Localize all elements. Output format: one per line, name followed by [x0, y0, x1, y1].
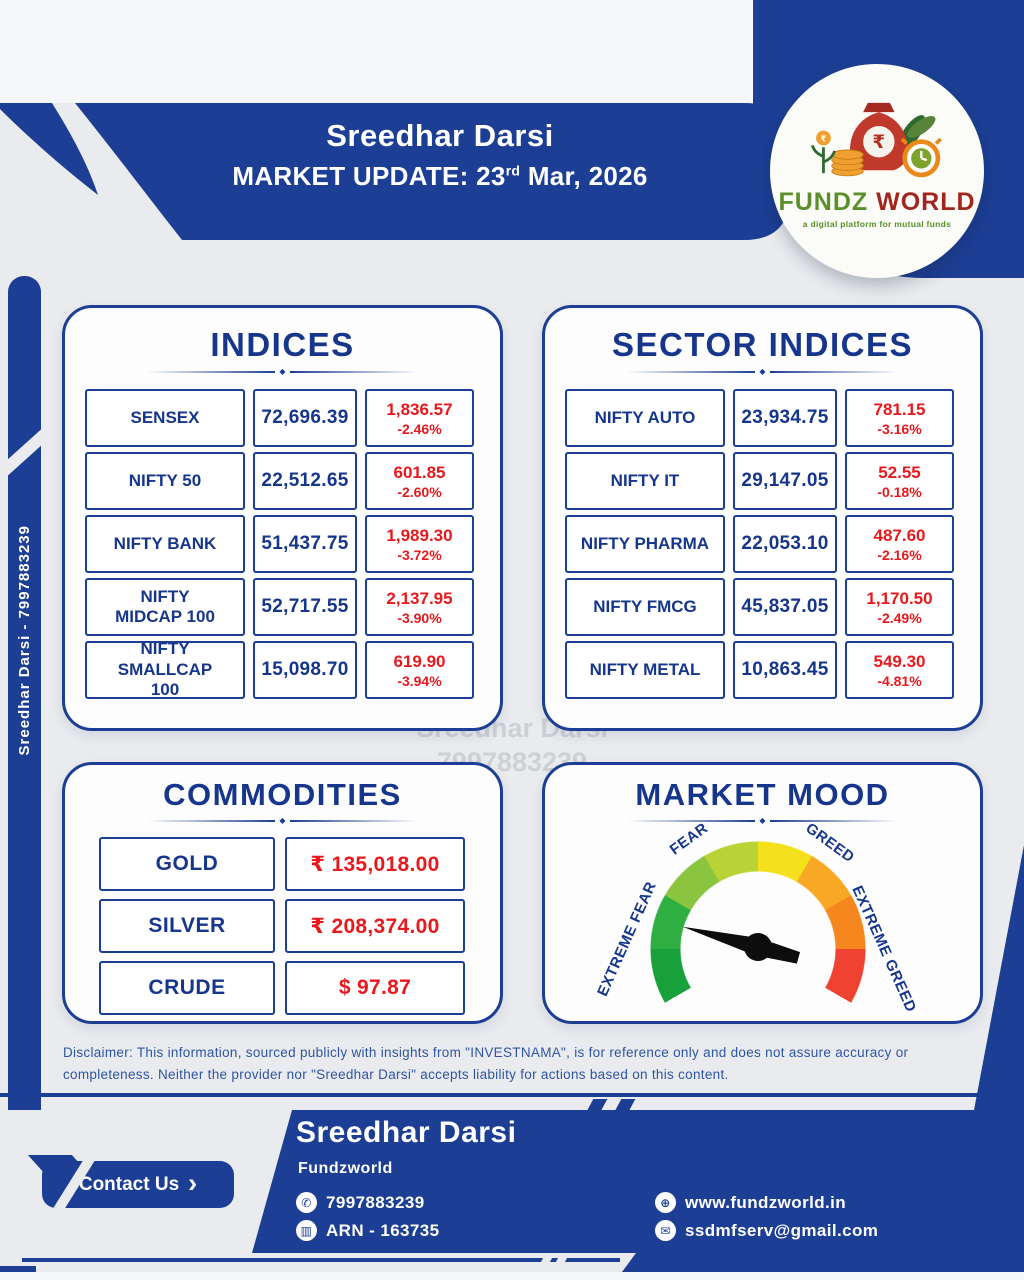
footer-company: Fundzworld	[298, 1160, 393, 1177]
footer-website-url: www.fundzworld.in	[685, 1192, 847, 1212]
logo-tagline: a digital platform for mutual funds	[802, 219, 952, 229]
indices-panel: INDICES ◆ SENSEX 72,696.39 1,836.57 -2.46…	[62, 305, 503, 731]
sector-indices-title: SECTOR INDICES	[612, 326, 913, 363]
indices-title: INDICES	[210, 326, 355, 363]
indices-table: SENSEX 72,696.39 1,836.57 -2.46% NIFTY 50…	[65, 376, 500, 699]
title-ornament: ◆	[65, 816, 500, 825]
sector-value: 23,934.75	[733, 389, 837, 447]
commodity-label: SILVER	[99, 899, 275, 953]
commodity-value: ₹ 135,018.00	[285, 837, 465, 891]
sector-label: NIFTY IT	[565, 452, 725, 510]
header-title: MARKET UPDATE: 23rd Mar, 2026	[232, 161, 648, 191]
index-label: NIFTY SMALLCAP 100	[85, 639, 245, 699]
logo-wordmark: FUNDZ WORLD	[778, 188, 976, 216]
title-ornament: ◆	[545, 816, 980, 825]
header-band	[0, 103, 790, 240]
phone-icon: ✆	[296, 1192, 317, 1213]
footer-person-name: Sreedhar Darsi	[296, 1116, 517, 1149]
footer-phone-number: 7997883239	[326, 1192, 425, 1212]
contact-button-label: Contact Us	[78, 1173, 180, 1195]
index-change: 1,989.30 -3.72%	[365, 515, 474, 573]
sector-value: 29,147.05	[733, 452, 837, 510]
index-label: NIFTY 50	[85, 452, 245, 510]
footer-email-address: ssdmfserv@gmail.com	[685, 1220, 879, 1240]
index-change: 601.85 -2.60%	[365, 452, 474, 510]
footer-email[interactable]: ✉ ssdmfserv@gmail.com	[655, 1220, 878, 1241]
index-value: 15,098.70	[253, 641, 357, 699]
index-value: 51,437.75	[253, 515, 357, 573]
index-label: NIFTY MIDCAP 100	[85, 578, 245, 636]
header: Sreedhar Darsi MARKET UPDATE: 23rd Mar, …	[140, 118, 740, 192]
footer-arn: ▥ ARN - 163735	[296, 1220, 439, 1241]
bottom-line	[22, 1258, 620, 1262]
side-strip	[8, 276, 41, 1110]
index-change: 619.90 -3.94%	[365, 641, 474, 699]
footer-website[interactable]: ⊕ www.fundzworld.in	[655, 1192, 846, 1213]
logo-art-icon: ₹ ₹	[811, 102, 942, 178]
contact-us-button[interactable]: Contact Us ›	[42, 1161, 234, 1208]
sector-label: NIFTY PHARMA	[565, 515, 725, 573]
index-label: NIFTY BANK	[85, 515, 245, 573]
commodity-value: ₹ 208,374.00	[285, 899, 465, 953]
sector-change: 52.55 -0.18%	[845, 452, 954, 510]
index-label: SENSEX	[85, 389, 245, 447]
side-strip-text-wrap: Sreedhar Darsi - 7997883239	[8, 430, 41, 850]
sector-change: 1,170.50 -2.49%	[845, 578, 954, 636]
sector-label: NIFTY METAL	[565, 641, 725, 699]
bottom-strip	[0, 1272, 1024, 1280]
label-fear: FEAR	[666, 819, 712, 859]
title-ornament: ◆	[545, 367, 980, 376]
bottom-right-block	[622, 1253, 1024, 1272]
index-value: 52,717.55	[253, 578, 357, 636]
disclaimer-text: Disclaimer: This information, sourced pu…	[63, 1045, 909, 1082]
sector-value: 22,053.10	[733, 515, 837, 573]
index-change: 2,137.95 -3.90%	[365, 578, 474, 636]
sector-indices-table: NIFTY AUTO 23,934.75 781.15 -3.16% NIFTY …	[545, 376, 980, 699]
commodity-value: $ 97.87	[285, 961, 465, 1015]
sector-label: NIFTY FMCG	[565, 578, 725, 636]
fundzworld-logo: ₹ ₹ FUNDZ WORLD a digital platform for m…	[770, 64, 984, 278]
footer-arn-number: ARN - 163735	[326, 1220, 440, 1240]
index-value: 72,696.39	[253, 389, 357, 447]
sector-value: 45,837.05	[733, 578, 837, 636]
index-value: 22,512.65	[253, 452, 357, 510]
sector-change: 487.60 -2.16%	[845, 515, 954, 573]
sector-change: 549.30 -4.81%	[845, 641, 954, 699]
commodities-panel: COMMODITIES ◆ GOLD ₹ 135,018.00 SILVER ₹…	[62, 762, 503, 1024]
commodity-label: CRUDE	[99, 961, 275, 1015]
footer-phone[interactable]: ✆ 7997883239	[296, 1192, 425, 1213]
market-mood-title: MARKET MOOD	[635, 777, 890, 812]
mail-icon: ✉	[655, 1220, 676, 1241]
footer-panel: Sreedhar Darsi Fundzworld ✆ 7997883239 ▥…	[252, 1110, 1024, 1253]
sector-label: NIFTY AUTO	[565, 389, 725, 447]
sector-change: 781.15 -3.16%	[845, 389, 954, 447]
id-card-icon: ▥	[296, 1220, 317, 1241]
market-mood-panel: MARKET MOOD ◆ EXTREME FEAR FEAR GREED EX…	[542, 762, 983, 1057]
sector-value: 10,863.45	[733, 641, 837, 699]
commodity-label: GOLD	[99, 837, 275, 891]
index-change: 1,836.57 -2.46%	[365, 389, 474, 447]
title-ornament: ◆	[65, 367, 500, 376]
globe-icon: ⊕	[655, 1192, 676, 1213]
header-person-name: Sreedhar Darsi	[326, 118, 554, 153]
commodities-table: GOLD ₹ 135,018.00 SILVER ₹ 208,374.00 CR…	[65, 825, 500, 1015]
commodities-title: COMMODITIES	[163, 777, 402, 812]
svg-text:₹: ₹	[821, 134, 827, 144]
footer-top-line	[0, 1093, 1024, 1097]
sector-indices-panel: SECTOR INDICES ◆ NIFTY AUTO 23,934.75 78…	[542, 305, 983, 731]
svg-text:₹: ₹	[872, 132, 885, 153]
